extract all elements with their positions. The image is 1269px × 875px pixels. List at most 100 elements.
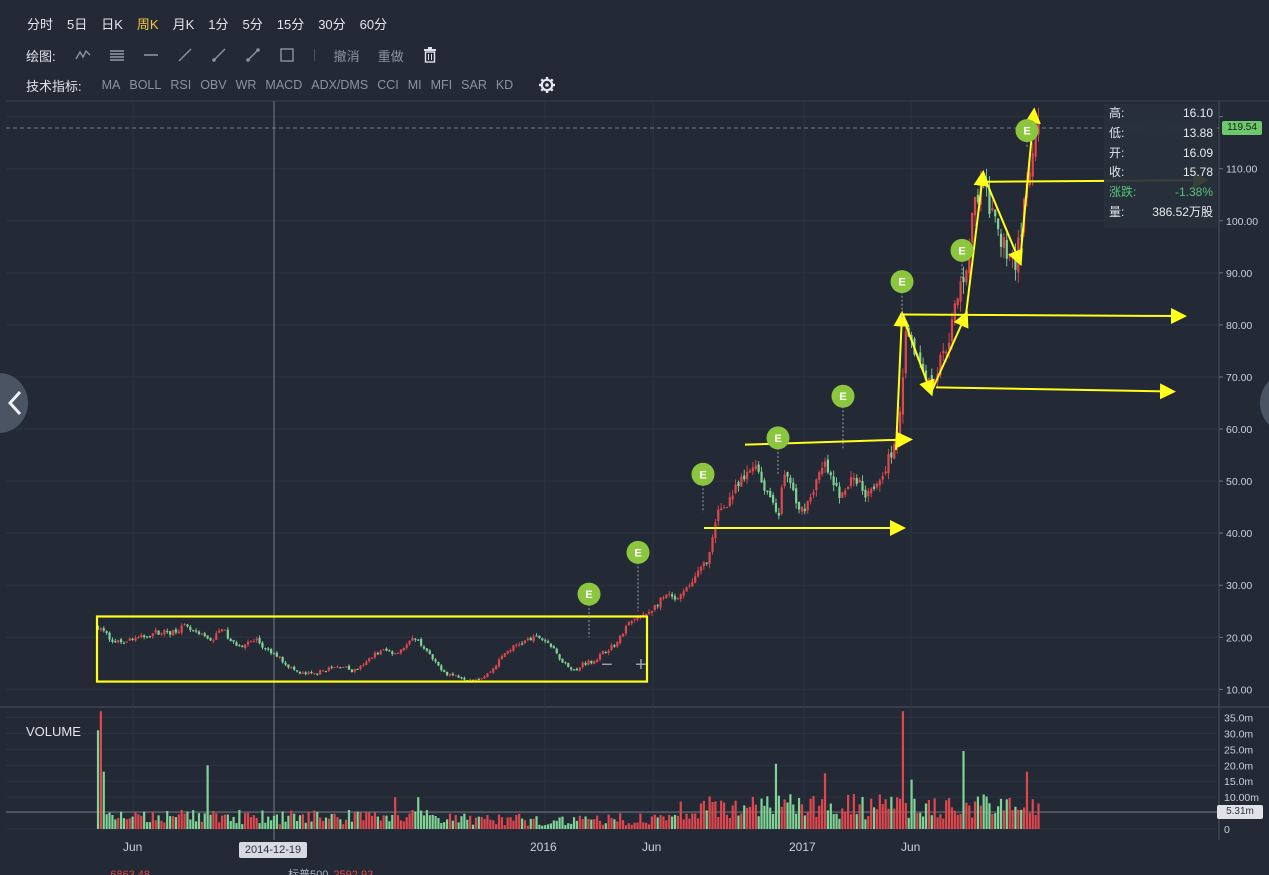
- indicator-cci[interactable]: CCI: [377, 78, 399, 92]
- indicator-sar[interactable]: SAR: [461, 78, 487, 92]
- volume-bar: [916, 813, 919, 829]
- horizontal-line-icon[interactable]: [140, 46, 162, 64]
- scroll-right-button[interactable]: [1260, 373, 1269, 433]
- volume-bar: [994, 813, 997, 829]
- candle-body: [183, 624, 186, 626]
- volume-bar: [953, 810, 956, 829]
- indicator-adx-dms[interactable]: ADX/DMS: [311, 78, 369, 92]
- volume-bar: [509, 817, 512, 829]
- volume-bar: [307, 811, 310, 829]
- segment-icon[interactable]: [174, 46, 196, 64]
- period-tab[interactable]: 周K: [136, 16, 159, 32]
- volume-bar: [541, 825, 544, 829]
- candle-body: [748, 470, 752, 473]
- candle-body: [157, 630, 160, 635]
- candle-body: [881, 475, 884, 480]
- candle-body: [270, 649, 273, 654]
- indicator-macd[interactable]: MACD: [265, 78, 303, 92]
- volume-bar: [1005, 799, 1008, 829]
- indicator-mi[interactable]: MI: [407, 78, 422, 92]
- volume-bar: [417, 797, 420, 829]
- volume-bar: [927, 799, 930, 829]
- volume-bar: [414, 811, 417, 829]
- period-tab[interactable]: 60分: [359, 16, 388, 32]
- indicator-kd[interactable]: KD: [495, 78, 514, 92]
- period-tab[interactable]: 5分: [242, 16, 263, 32]
- candle-body: [587, 660, 590, 665]
- volume-bar: [379, 820, 382, 829]
- period-tab[interactable]: 5日: [67, 16, 88, 32]
- volume-bar: [939, 814, 942, 829]
- indicator-wr[interactable]: WR: [235, 78, 257, 92]
- candle-body: [396, 653, 400, 654]
- candle-body: [483, 676, 486, 679]
- volume-bar: [489, 819, 492, 829]
- horizontal-level-arrow: [935, 383, 1176, 400]
- indicator-rsi[interactable]: RSI: [170, 78, 192, 92]
- period-tab[interactable]: 日K: [101, 16, 123, 32]
- volume-bar: [919, 812, 922, 829]
- candle-body: [99, 628, 102, 630]
- candle-body: [725, 507, 729, 509]
- volume-bar: [316, 811, 319, 829]
- indicator-ma[interactable]: MA: [101, 78, 121, 92]
- period-tab[interactable]: 月K: [172, 16, 195, 32]
- candle-body: [685, 587, 688, 592]
- candle-body: [549, 643, 553, 647]
- volume-bar: [402, 821, 405, 829]
- volume-bar: [898, 798, 902, 829]
- trend-line-icon[interactable]: [72, 46, 94, 64]
- indicator-boll[interactable]: BOLL: [129, 78, 162, 92]
- redo-button[interactable]: 重做: [377, 48, 404, 64]
- candle-body: [321, 670, 325, 672]
- toolbar-divider: [313, 49, 315, 61]
- candle-body: [633, 618, 636, 620]
- candle-body: [373, 652, 377, 658]
- volume-bar: [128, 818, 131, 829]
- candle-body: [847, 487, 850, 490]
- candle-body: [131, 638, 134, 640]
- candle-body: [307, 672, 310, 675]
- period-tab[interactable]: 15分: [276, 16, 305, 32]
- candle-body: [988, 189, 991, 214]
- ticker-label: ...: [96, 869, 109, 875]
- period-tab[interactable]: 30分: [318, 16, 346, 32]
- volume-bar: [532, 818, 535, 829]
- candle-body: [852, 477, 855, 480]
- volume-bar: [647, 824, 651, 829]
- volume-bar: [471, 824, 475, 829]
- volume-bar: [653, 814, 656, 829]
- arrow-line-icon[interactable]: [242, 46, 264, 64]
- candle-body: [567, 663, 570, 667]
- zoom-in-button[interactable]: +: [635, 654, 647, 676]
- candle-body: [1002, 237, 1005, 249]
- candle-body: [789, 477, 792, 484]
- gear-icon[interactable]: [538, 76, 556, 94]
- zoom-out-button[interactable]: −: [601, 654, 613, 676]
- candle-body: [570, 667, 573, 670]
- undo-button[interactable]: 撤消: [333, 48, 360, 64]
- rectangle-icon[interactable]: [276, 46, 298, 64]
- candle-body: [304, 672, 307, 675]
- indicator-mfi[interactable]: MFI: [430, 78, 453, 92]
- y-tick-label: 10.00: [1226, 684, 1252, 696]
- channel-icon[interactable]: [106, 46, 128, 64]
- volume-bar: [800, 804, 804, 829]
- trash-icon[interactable]: [419, 46, 441, 64]
- x-tick-label: Jun: [123, 840, 142, 854]
- volume-bar: [183, 813, 186, 829]
- indicator-obv[interactable]: OBV: [200, 78, 227, 92]
- candle-body: [437, 661, 440, 666]
- candle-body: [601, 651, 604, 655]
- volume-bar: [394, 797, 397, 829]
- period-tab[interactable]: 分时: [27, 16, 54, 32]
- candle-body: [350, 669, 353, 673]
- volume-bar: [258, 823, 261, 829]
- ray-icon[interactable]: [208, 46, 230, 64]
- volume-bar: [870, 798, 873, 829]
- period-tab[interactable]: 1分: [208, 16, 229, 32]
- volume-bar: [786, 802, 789, 829]
- candle-body: [754, 465, 757, 469]
- candle-body: [414, 638, 417, 640]
